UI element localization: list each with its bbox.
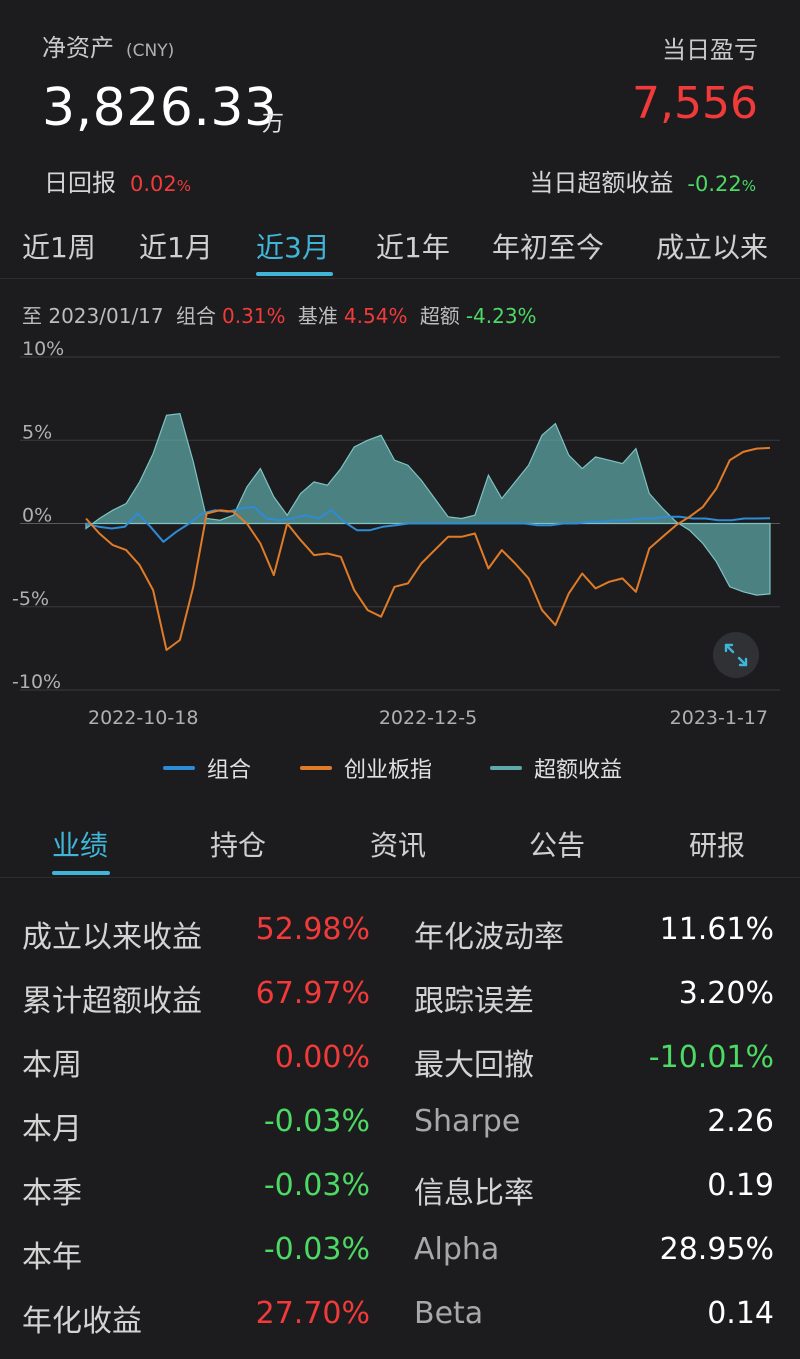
daily-excess-label: 当日超额收益 — [529, 169, 674, 197]
summary-portfolio-value: 0.31% — [222, 304, 286, 328]
net-asset-label: 净资产 (CNY) — [42, 28, 174, 63]
metric-value: 11.61% — [659, 912, 774, 947]
y-tick-label: 5% — [22, 421, 52, 443]
daily-excess-value: -0.22% — [687, 172, 756, 196]
metric-label: 跟踪误差 — [414, 984, 534, 1019]
metric-value: 0.00% — [274, 1040, 370, 1075]
x-tick-label: 2022-12-5 — [379, 707, 477, 729]
metric-value: -0.03% — [263, 1168, 370, 1203]
metric-label: 成立以来收益 — [22, 920, 202, 955]
metric-label: 累计超额收益 — [22, 984, 202, 1019]
metric-value: -0.03% — [263, 1232, 370, 1267]
period-tab-indicator — [256, 272, 333, 276]
y-tick-label: -10% — [12, 671, 61, 693]
summary-portfolio-label: 组合 — [176, 304, 216, 328]
metric-value: -0.03% — [263, 1104, 370, 1139]
tab-news[interactable]: 资讯 — [370, 829, 427, 862]
net-asset-value: 3,826.33 — [42, 78, 278, 138]
divider — [0, 278, 800, 279]
metric-label: 本季 — [22, 1176, 82, 1211]
metric-label: Beta — [414, 1296, 484, 1331]
tab-performance[interactable]: 业绩 — [52, 829, 109, 862]
metric-label: 本周 — [22, 1048, 82, 1083]
x-tick-label: 2023-1-17 — [670, 707, 768, 729]
tab-3-months[interactable]: 近3月 — [256, 231, 330, 264]
portfolio-line — [85, 505, 771, 543]
metric-label: Sharpe — [414, 1104, 521, 1139]
summary-excess-value: -4.23% — [465, 304, 537, 328]
tab-holdings[interactable]: 持仓 — [210, 829, 267, 862]
benchmark-line — [85, 446, 771, 651]
metric-value: -10.01% — [648, 1040, 774, 1075]
y-tick-label: -5% — [12, 588, 49, 610]
metric-label: 年化收益 — [22, 1304, 142, 1339]
net-asset-title: 净资产 — [42, 34, 114, 62]
metric-value: 27.70% — [255, 1296, 370, 1331]
axis-labels-layer: 10% 5% 0% -5% -10% 2022-10-18 2022-12-5 2023-1-… — [12, 340, 768, 729]
legend-excess[interactable]: 超额收益 — [490, 752, 622, 784]
metric-value: 0.19 — [707, 1168, 774, 1203]
summary-excess-label: 超额 — [419, 304, 460, 328]
metric-label: 年化波动率 — [414, 920, 564, 955]
section-tab-indicator — [52, 871, 110, 875]
excess-return-area — [85, 412, 771, 596]
legend-swatch — [300, 766, 332, 770]
metric-label: 最大回撤 — [414, 1048, 534, 1083]
legend-swatch — [490, 766, 522, 770]
tab-since-inception[interactable]: 成立以来 — [656, 231, 769, 264]
daily-return-value: 0.02% — [130, 172, 192, 196]
tab-research[interactable]: 研报 — [689, 829, 746, 862]
metric-label: 信息比率 — [414, 1176, 534, 1211]
metric-label: Alpha — [414, 1232, 500, 1267]
legend-label: 创业板指 — [344, 758, 433, 783]
tab-1-year[interactable]: 近1年 — [376, 231, 450, 264]
expand-arrows-icon — [724, 643, 748, 667]
daily-pnl-value: 7,556 — [632, 78, 758, 129]
net-asset-unit: 万 — [262, 112, 285, 137]
metric-value: 28.95% — [659, 1232, 774, 1267]
legend-label: 组合 — [207, 758, 252, 783]
legend-benchmark[interactable]: 创业板指 — [300, 752, 432, 784]
metric-value: 2.26 — [707, 1104, 774, 1139]
series-lines-layer — [85, 446, 771, 651]
divider — [0, 877, 800, 878]
metric-value: 3.20% — [678, 976, 774, 1011]
tab-announcements[interactable]: 公告 — [529, 829, 586, 862]
summary-benchmark-label: 基准 — [297, 304, 338, 328]
legend-portfolio[interactable]: 组合 — [163, 752, 251, 784]
metric-label: 本月 — [22, 1112, 82, 1147]
y-tick-label: 0% — [22, 505, 52, 527]
x-tick-label: 2022-10-18 — [88, 707, 198, 729]
daily-pnl-label: 当日盈亏 — [662, 36, 758, 64]
summary-benchmark-value: 4.54% — [343, 304, 408, 328]
expand-chart-button[interactable] — [713, 632, 759, 678]
performance-chart[interactable]: 10% 5% 0% -5% -10% 2022-10-18 2022-12-5 2023-1-… — [0, 340, 800, 740]
currency-code: (CNY) — [126, 41, 175, 61]
metric-label: 本年 — [22, 1240, 82, 1275]
chart-summary: 至 2023/01/17 组合 0.31% 基准 4.54% 超额 -4.23% — [22, 300, 543, 329]
tab-year-to-date[interactable]: 年初至今 — [492, 231, 605, 264]
tab-1-month[interactable]: 近1月 — [139, 231, 213, 264]
daily-excess-return: 当日超额收益 -0.22% — [529, 163, 756, 198]
legend-swatch — [163, 766, 195, 770]
daily-return: 日回报 0.02% — [44, 163, 191, 198]
tab-1-week[interactable]: 近1周 — [22, 231, 96, 264]
summary-date: 至 2023/01/17 — [22, 304, 164, 328]
daily-return-label: 日回报 — [44, 169, 116, 197]
y-tick-label: 10% — [22, 340, 64, 360]
metric-value: 52.98% — [255, 912, 370, 947]
excess-area-layer — [85, 412, 771, 596]
metric-value: 0.14 — [707, 1296, 774, 1331]
legend-label: 超额收益 — [534, 758, 623, 783]
metric-value: 67.97% — [255, 976, 370, 1011]
